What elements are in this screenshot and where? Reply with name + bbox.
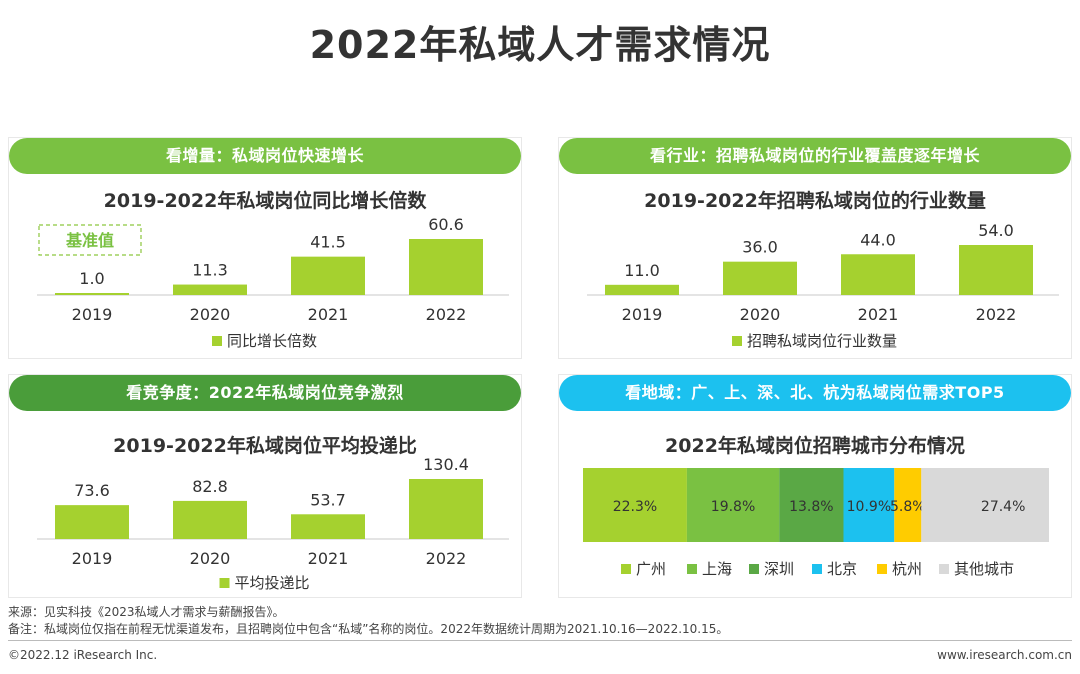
source-note: 来源：见实科技《2023私域人才需求与薪酬报告》。 (8, 605, 285, 619)
bar-2020 (173, 500, 247, 539)
panel-competition-header: 看竞争度：2022年私域岗位竞争激烈 (9, 375, 521, 411)
segment-杭州 (894, 468, 922, 542)
segment-label-深圳: 13.8% (789, 499, 833, 515)
legend-label: 招聘私域岗位行业数量 (747, 332, 897, 350)
data-label-2020: 82.8 (192, 477, 228, 496)
legend-label-杭州: 杭州 (892, 560, 922, 578)
data-label-2022: 54.0 (978, 221, 1014, 240)
legend-label-广州: 广州 (636, 560, 666, 578)
baseline-annotation-label: 基准值 (65, 231, 114, 250)
segment-label-广州: 22.3% (613, 499, 657, 515)
tick-label-2022: 2022 (426, 549, 467, 568)
tick-label-2021: 2021 (308, 305, 349, 324)
data-label-2019: 11.0 (624, 261, 660, 280)
legend-swatch-杭州 (877, 564, 887, 574)
tick-label-2020: 2020 (190, 549, 231, 568)
bar-2020 (723, 261, 797, 295)
panel-competition: 看竞争度：2022年私域岗位竞争激烈 2019-2022年私域岗位平均投递比 7… (8, 374, 522, 598)
segment-label-其他城市: 27.4% (981, 499, 1025, 515)
bar-2019 (55, 293, 129, 295)
legend-swatch-北京 (812, 564, 822, 574)
panel-region: 看地域：广、上、深、北、杭为私域岗位需求TOP5 2022年私域岗位招聘城市分布… (558, 374, 1072, 598)
data-label-2022: 130.4 (423, 455, 469, 474)
bar-2021 (291, 514, 365, 539)
tick-label-2022: 2022 (976, 305, 1017, 324)
legend-swatch-上海 (687, 564, 697, 574)
website: www.iresearch.com.cn (937, 648, 1072, 662)
data-label-2020: 11.3 (192, 261, 228, 280)
remark-note: 备注：私域岗位仅指在前程无忧渠道发布，且招聘岗位中包含“私域”名称的岗位。202… (8, 622, 729, 636)
segment-其他城市 (921, 468, 1049, 542)
data-label-2021: 53.7 (310, 490, 346, 509)
tick-label-2020: 2020 (740, 305, 781, 324)
panel-growth-header: 看增量：私域岗位快速增长 (9, 138, 521, 174)
legend-label: 平均投递比 (235, 574, 310, 592)
tick-label-2021: 2021 (308, 549, 349, 568)
copyright: ©2022.12 iResearch Inc. (8, 648, 158, 662)
segment-label-北京: 10.9% (847, 499, 891, 515)
tick-label-2019: 2019 (622, 305, 663, 324)
legend-label-上海: 上海 (702, 560, 732, 578)
panel-growth-subtitle: 2019-2022年私域岗位同比增长倍数 (103, 190, 427, 212)
legend-swatch (732, 336, 742, 346)
data-label-2019: 73.6 (74, 481, 110, 500)
baseline-annotation-box (38, 224, 142, 256)
panel-growth: 看增量：私域岗位快速增长 2019-2022年私域岗位同比增长倍数 1.0 201… (8, 137, 522, 359)
data-label-2020: 36.0 (742, 238, 778, 257)
legend-label-其他城市: 其他城市 (954, 560, 1014, 578)
segment-label-杭州: 5.8% (890, 499, 926, 515)
industry-bar-chart: 11.0 2019 36.0 2020 44.0 2021 54.0 2022 招聘私域岗位行业… (587, 221, 1059, 350)
tick-label-2022: 2022 (426, 305, 467, 324)
panel-industry-header: 看行业：招聘私域岗位的行业覆盖度逐年增长 (559, 138, 1071, 174)
segment-北京 (843, 468, 895, 542)
panel-industry: 看行业：招聘私域岗位的行业覆盖度逐年增长 2019-2022年招聘私域岗位的行业… (558, 137, 1072, 359)
tick-label-2019: 2019 (72, 549, 113, 568)
growth-bar-chart: 1.0 2019 11.3 2020 41.5 2021 60.6 2022 同比增长倍数 基准值 (37, 215, 509, 350)
legend-swatch-广州 (621, 564, 631, 574)
data-label-2019: 1.0 (79, 269, 104, 288)
bar-2020 (173, 284, 247, 295)
footer-divider (8, 640, 1072, 641)
data-label-2022: 60.6 (428, 215, 464, 234)
legend-label-北京: 北京 (827, 560, 857, 578)
competition-bar-chart: 73.6 2019 82.8 2020 53.7 2021 130.4 2022 平均投递比 (37, 455, 509, 592)
legend-label: 同比增长倍数 (227, 332, 317, 350)
segment-上海 (686, 468, 780, 542)
panel-region-subtitle: 2022年私域岗位招聘城市分布情况 (665, 435, 965, 457)
data-label-2021: 44.0 (860, 230, 896, 249)
city-stacked-bar-chart: 22.3% 19.8% 13.8% 10.9%5.8% 27.4% 广州 上海 深圳 北京 杭州 其… (583, 468, 1049, 578)
segment-广州 (583, 468, 687, 542)
bar-2021 (841, 254, 915, 295)
bar-2019 (605, 284, 679, 295)
panel-region-header: 看地域：广、上、深、北、杭为私域岗位需求TOP5 (559, 375, 1071, 411)
bar-2022 (959, 245, 1033, 295)
bar-2021 (291, 256, 365, 295)
tick-label-2020: 2020 (190, 305, 231, 324)
bar-2022 (409, 479, 483, 539)
legend-swatch (212, 336, 222, 346)
tick-label-2019: 2019 (72, 305, 113, 324)
panel-competition-subtitle: 2019-2022年私域岗位平均投递比 (113, 435, 417, 457)
panel-industry-subtitle: 2019-2022年招聘私域岗位的行业数量 (644, 190, 986, 212)
data-label-2021: 41.5 (310, 233, 346, 252)
tick-label-2021: 2021 (858, 305, 899, 324)
segment-深圳 (779, 468, 844, 542)
legend-label-深圳: 深圳 (764, 560, 794, 578)
bar-2022 (409, 239, 483, 295)
page-title: 2022年私域人才需求情况 (309, 23, 771, 67)
legend-swatch-其他城市 (939, 564, 949, 574)
legend-swatch (219, 578, 230, 588)
segment-label-上海: 19.8% (711, 499, 755, 515)
legend-swatch-深圳 (749, 564, 759, 574)
bar-2019 (55, 505, 129, 539)
